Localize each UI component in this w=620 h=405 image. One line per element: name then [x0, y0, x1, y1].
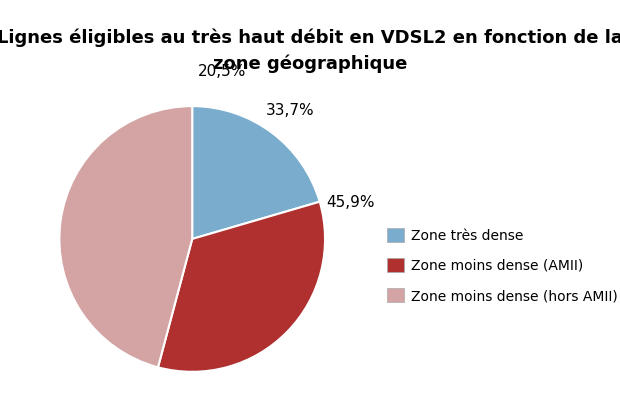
- Wedge shape: [192, 106, 320, 239]
- Wedge shape: [158, 202, 325, 372]
- Text: 20,5%: 20,5%: [198, 64, 247, 79]
- Wedge shape: [60, 106, 192, 367]
- Text: 33,7%: 33,7%: [266, 102, 315, 117]
- Text: 45,9%: 45,9%: [326, 195, 374, 211]
- Legend: Zone très dense, Zone moins dense (AMII), Zone moins dense (hors AMII): Zone très dense, Zone moins dense (AMII)…: [382, 222, 620, 309]
- Text: Lignes éligibles au très haut débit en VDSL2 en fonction de la
zone géographique: Lignes éligibles au très haut débit en V…: [0, 28, 620, 72]
